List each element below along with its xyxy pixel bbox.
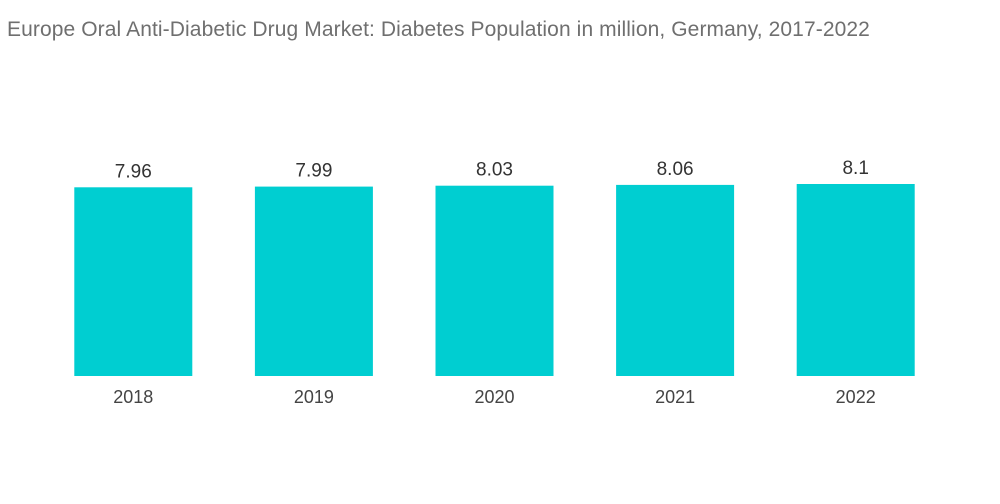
- bar-2022: [796, 184, 915, 376]
- chart-title: Europe Oral Anti-Diabetic Drug Market: D…: [7, 18, 870, 41]
- bar-2021: [616, 184, 735, 376]
- x-tick-2018: 2018: [113, 387, 153, 407]
- value-labels-layer: 7.96 7.99 8.03 8.06 8.1: [115, 158, 869, 182]
- x-axis-ticks: 2018 2019 2020 2021 2022: [113, 387, 875, 407]
- bar-2020: [435, 185, 554, 376]
- bars-layer: [74, 184, 915, 376]
- bar-2019: [254, 186, 373, 376]
- x-tick-2022: 2022: [836, 387, 876, 407]
- value-label-2021: 8.06: [657, 159, 694, 180]
- x-tick-2019: 2019: [294, 387, 334, 407]
- x-tick-2020: 2020: [474, 387, 514, 407]
- x-tick-2021: 2021: [655, 387, 695, 407]
- value-label-2020: 8.03: [476, 160, 513, 181]
- value-label-2019: 7.99: [295, 161, 332, 182]
- value-label-2022: 8.1: [842, 158, 868, 179]
- value-label-2018: 7.96: [115, 161, 152, 182]
- bar-2018: [74, 187, 193, 376]
